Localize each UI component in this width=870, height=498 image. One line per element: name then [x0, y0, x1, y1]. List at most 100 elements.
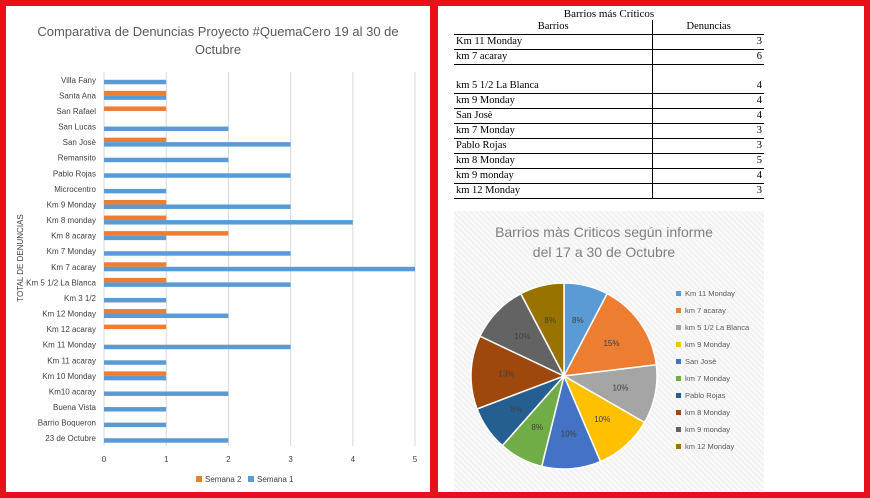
pie-legend-label: Pablo Rojas [685, 391, 726, 400]
pie-slice-label: 10% [612, 384, 628, 393]
table-cell-denuncias: 3 [652, 183, 764, 199]
legend-label: Semana 1 [257, 475, 294, 484]
legend-swatch [196, 476, 202, 482]
category-label: Km 3 1/2 [64, 294, 97, 303]
x-tick-label: 2 [226, 455, 231, 464]
pie-legend-label: km 9 monday [685, 425, 730, 434]
pie-slice-label: 10% [561, 429, 577, 438]
table-cell-barrio: km 5 1/2 La Blanca [454, 64, 653, 94]
bar-chart-title-line: Comparativa de Denuncias Proyecto #Quema… [37, 24, 398, 39]
category-label: Santa Ana [59, 91, 96, 100]
table-row: km 9 Monday 4 [454, 93, 764, 109]
table-row: km 7 acaray 6 [454, 49, 764, 65]
bar-semana-1 [104, 251, 291, 256]
bar-semana-2 [104, 90, 167, 96]
table-row: Pablo Rojas 3 [454, 138, 764, 154]
bar-semana-2 [104, 137, 167, 143]
y-axis-label: TOTAL DE DENUNCIAS [16, 214, 25, 301]
table-title: Barrios más Críticos [563, 8, 655, 20]
category-label: San Rafael [56, 107, 96, 116]
bar-semana-1 [104, 375, 167, 381]
bar-semana-2 [104, 106, 167, 111]
table-cell-denuncias: 5 [652, 153, 764, 169]
pie-legend-swatch [676, 308, 681, 313]
table-row: km 9 monday 4 [454, 168, 764, 184]
pie-legend-label: km 8 Monday [685, 408, 730, 417]
bar-chart: Comparativa de Denuncias Proyecto #Quema… [16, 24, 418, 484]
pie-slice-label: 8% [531, 423, 543, 432]
category-label: Villa Fany [61, 76, 96, 85]
bar-semana-1 [104, 438, 229, 443]
pie-slice-label: 13% [498, 370, 514, 379]
bar-semana-1 [104, 360, 167, 365]
x-tick-label: 0 [102, 455, 107, 464]
category-label: San Josè [63, 138, 97, 147]
x-tick-label: 1 [164, 455, 169, 464]
pie-slice [562, 292, 658, 377]
category-label: Km 5 1/2 La Blanca [26, 278, 96, 287]
category-label: Remansito [58, 154, 97, 163]
category-label: 23 de Octubre [45, 434, 96, 443]
bar-semana-2 [104, 324, 167, 330]
category-label: San Lucas [58, 123, 96, 132]
table-cell-barrio: km 9 monday [454, 168, 653, 184]
pie-legend-label: San Josè [685, 357, 716, 366]
pie-legend-swatch [676, 393, 681, 398]
table-cell-denuncias: 4 [652, 108, 764, 124]
category-label: Km 12 Monday [42, 310, 96, 319]
category-label: Km 11 Monday [43, 341, 96, 350]
category-label: Km 8 acaray [51, 232, 96, 241]
table-row: km 7 Monday 3 [454, 123, 764, 139]
category-label: Barrio Boqueron [38, 419, 96, 428]
bar-semana-1 [104, 220, 353, 225]
pie-chart: Barrios màs Criticos según informe del 17… [470, 224, 750, 470]
pie-slice-label: 8% [511, 405, 523, 414]
bar-semana-1 [104, 95, 167, 100]
legend-swatch [248, 476, 254, 482]
bar-semana-1 [104, 282, 291, 287]
table-header-barrios: Barrios [454, 20, 653, 35]
x-tick-label: 3 [288, 455, 293, 464]
table-cell-denuncias: 4 [652, 168, 764, 184]
table-cell-denuncias: 4 [652, 93, 764, 109]
bar-semana-1 [104, 235, 167, 241]
pie-title-line: Barrios màs Criticos según informe [495, 224, 713, 240]
pie-legend-swatch [676, 291, 681, 296]
table-row: San Josè 4 [454, 108, 764, 124]
bar-semana-1 [104, 422, 167, 428]
pie-title-line: del 17 a 30 de Octubre [533, 244, 676, 260]
pie-legend-swatch [676, 325, 681, 330]
pie-slice-label: 8% [572, 316, 584, 325]
critical-table: Barrios Denuncias Km 11 Monday 3 km 7 acar… [454, 20, 764, 199]
bar-semana-2 [104, 262, 167, 267]
bar-semana-1 [104, 407, 167, 412]
table-cell-denuncias: 3 [652, 138, 764, 154]
table-cell-barrio: km 7 acaray [454, 49, 653, 65]
bar-semana-1 [104, 157, 229, 163]
pie-slice-label: 10% [594, 415, 610, 424]
pie-legend-label: km 7 Monday [685, 374, 730, 383]
pie-legend-label: Km 11 Monday [685, 289, 735, 298]
pie-legend-swatch [676, 444, 681, 449]
bar-semana-1 [104, 173, 291, 178]
pie-slice-label: 10% [514, 332, 530, 341]
pie-slice [519, 282, 565, 377]
pie-chart-panel: Barrios màs Criticos según informe del 17… [454, 211, 764, 491]
legend-label: Semana 2 [205, 475, 242, 484]
bar-semana-1 [104, 313, 229, 319]
bar-chart-panel: Comparativa de Denuncias Proyecto #Quema… [6, 6, 430, 492]
category-label: Km 7 acaray [51, 263, 96, 272]
bar-semana-1 [104, 188, 167, 194]
table-cell-barrio: km 8 Monday [454, 153, 653, 169]
category-label: Pablo Rojas [53, 169, 96, 178]
pie-legend-swatch [676, 342, 681, 347]
bar-semana-1 [104, 344, 291, 350]
category-label: Km10 acaray [49, 387, 96, 396]
category-label: Km 7 Monday [47, 247, 96, 256]
category-label: Microcentro [54, 185, 96, 194]
bar-semana-2 [104, 277, 167, 283]
pie-legend-swatch [676, 376, 681, 381]
bar-semana-1 [104, 297, 167, 303]
table-row: km 12 Monday 3 [454, 183, 764, 199]
table-cell-denuncias: 3 [652, 123, 764, 139]
